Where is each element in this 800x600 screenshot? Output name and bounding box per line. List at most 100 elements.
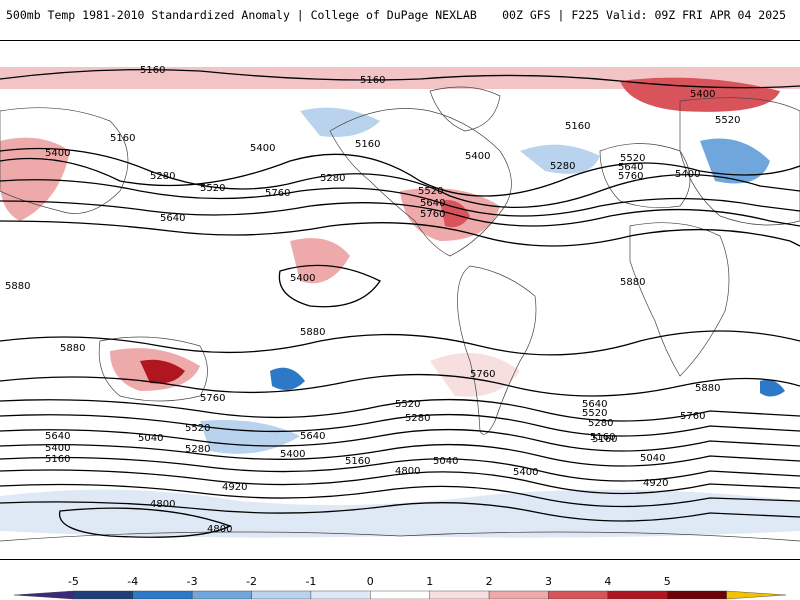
contour-label: 5640 xyxy=(45,431,70,442)
colorbar-tick-label: 2 xyxy=(485,575,493,588)
colorbar-tick-label: -4 xyxy=(127,575,139,588)
colorbar-segment xyxy=(667,590,727,600)
contour-label: 5400 xyxy=(690,89,715,100)
contour-label: 5640 xyxy=(420,198,445,209)
colorbar-segment xyxy=(548,590,609,600)
colorbar-tick-label: -5 xyxy=(67,575,79,588)
contour-5040-south xyxy=(0,469,800,495)
contour-label: 5160 xyxy=(140,65,165,76)
anomaly-neg-siberia xyxy=(700,138,770,184)
anomaly-pos-pacific xyxy=(290,238,350,284)
contour-label: 5280 xyxy=(588,418,613,429)
anomaly-colorbar: -5 -4 -3 -2 -1 0 1 2 3 4 5 xyxy=(0,570,800,600)
contour-label: 5160 xyxy=(110,133,135,144)
colorbar-tick-label: 4 xyxy=(604,575,612,588)
map-title: 500mb Temp 1981-2010 Standardized Anomal… xyxy=(6,8,477,22)
contour-label: 5040 xyxy=(138,433,163,444)
contour-label: 5880 xyxy=(300,327,325,338)
contour-label: 5280 xyxy=(150,171,175,182)
contour-label: 5520 xyxy=(620,153,645,164)
anomaly-neg-antarctic xyxy=(0,489,800,538)
colorbar-tick-label: 0 xyxy=(366,575,374,588)
contour-label: 5400 xyxy=(280,449,305,460)
contour-5520-north xyxy=(0,179,800,217)
contour-label: 5160 xyxy=(360,75,385,86)
coast-australia xyxy=(98,336,208,402)
colorbar-segment xyxy=(310,590,371,600)
colorbar-segment xyxy=(726,590,787,600)
colorbar-segment xyxy=(370,590,430,600)
contour-label: 5760 xyxy=(618,171,643,182)
contour-label: 5520 xyxy=(200,183,225,194)
coast-antarctica xyxy=(0,531,800,542)
contour-label: 5400 xyxy=(675,169,700,180)
colorbar-tick-label: 1 xyxy=(426,575,434,588)
anomaly-pos-east-asia xyxy=(620,77,780,112)
contour-label: 5280 xyxy=(185,444,210,455)
contour-labels: 5160 5160 5400 5160 5400 5280 5520 5760 … xyxy=(5,65,740,535)
contour-label: 4920 xyxy=(222,482,247,493)
colorbar-tick-label: 5 xyxy=(663,575,671,588)
contour-5520-south xyxy=(0,413,800,437)
colorbar-segment xyxy=(607,590,668,600)
contour-label: 4800 xyxy=(395,466,420,477)
contour-label: 5400 xyxy=(45,443,70,454)
contour-label: 5160 xyxy=(45,454,70,465)
coast-africa xyxy=(629,222,730,377)
anomaly-neg-southern-ocean-2 xyxy=(760,379,785,397)
header: 500mb Temp 1981-2010 Standardized Anomal… xyxy=(0,0,800,30)
contour-5640-north xyxy=(0,200,800,227)
contour-label: 5400 xyxy=(45,148,70,159)
contour-5160-north xyxy=(0,68,800,89)
colorbar-segment xyxy=(251,590,312,600)
anomaly-neg-north-atlantic xyxy=(520,144,600,174)
contour-label: 5280 xyxy=(550,161,575,172)
contour-label: 5160 xyxy=(592,434,617,445)
contour-5880-north xyxy=(278,264,381,308)
contour-label: 5280 xyxy=(405,413,430,424)
contour-label: 5160 xyxy=(590,432,615,443)
contour-label: 5040 xyxy=(433,456,458,467)
contour-label: 4800 xyxy=(207,524,232,535)
contour-5880-south xyxy=(0,330,800,356)
contour-4920-south xyxy=(0,483,800,508)
colorbar-tick-label: -2 xyxy=(246,575,258,588)
contour-label: 5160 xyxy=(355,139,380,150)
anomaly-pos-south-america xyxy=(430,353,520,397)
contour-label: 5640 xyxy=(618,162,643,173)
polar-warm-band xyxy=(0,67,800,89)
contour-label: 5400 xyxy=(250,143,275,154)
colorbar-segment xyxy=(191,590,252,600)
contour-label: 5760 xyxy=(265,188,290,199)
contour-label: 5760 xyxy=(200,393,225,404)
colorbar-segment xyxy=(488,590,549,600)
contour-label: 5400 xyxy=(290,273,315,284)
polar-cold-patch xyxy=(300,107,380,137)
height-contours xyxy=(0,68,800,538)
anomaly-pos-us-core xyxy=(440,200,470,228)
model-valid-time: 00Z GFS | F225 Valid: 09Z FRI APR 04 202… xyxy=(502,8,786,22)
contour-label: 5640 xyxy=(582,399,607,410)
contour-label: 5280 xyxy=(320,173,345,184)
anomaly-map: 5160 5160 5400 5160 5400 5280 5520 5760 … xyxy=(0,40,800,560)
coast-greenland xyxy=(429,86,501,132)
contour-5400-south xyxy=(0,428,800,452)
contour-label: 5760 xyxy=(680,411,705,422)
contour-label: 5640 xyxy=(160,213,185,224)
contour-label: 5400 xyxy=(465,151,490,162)
contour-5640-south xyxy=(0,398,800,422)
contour-label: 5760 xyxy=(420,209,445,220)
contour-5760-north xyxy=(0,220,800,247)
colorbar-tick-label: -1 xyxy=(305,575,317,588)
colorbar-segment xyxy=(429,590,490,600)
colorbar-tick-label: 3 xyxy=(544,575,552,588)
contour-label: 5520 xyxy=(395,399,420,410)
contour-label: 5760 xyxy=(470,369,495,380)
coast-south-america xyxy=(457,265,537,435)
contour-label: 5640 xyxy=(300,431,325,442)
coast-asia xyxy=(679,97,800,226)
colorbar-segment xyxy=(73,590,133,600)
contour-label: 5880 xyxy=(60,343,85,354)
colorbar-segments xyxy=(13,590,787,600)
contour-5400-north xyxy=(0,147,800,209)
